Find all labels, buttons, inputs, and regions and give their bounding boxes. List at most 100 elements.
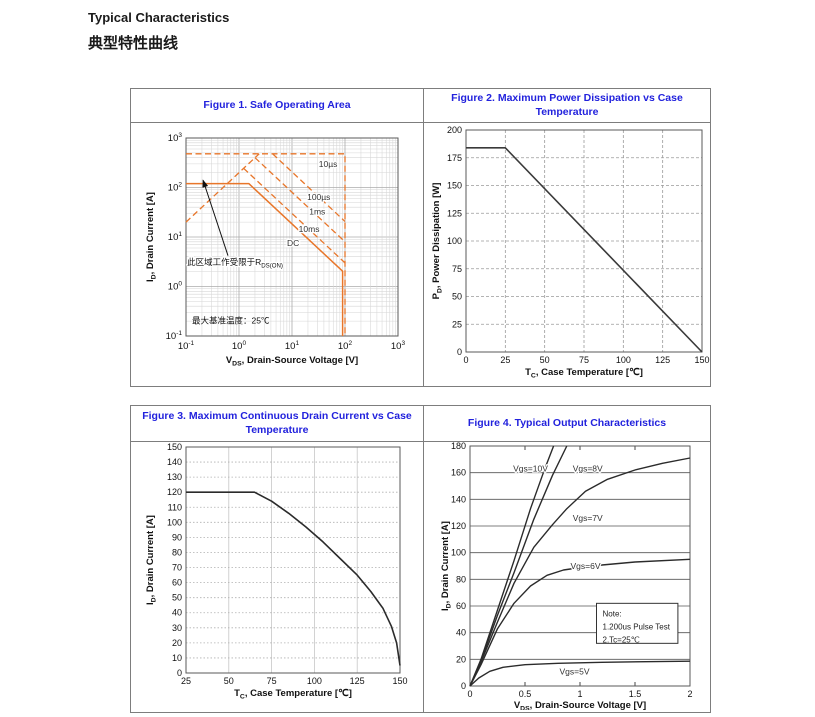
page-heading-chinese: 典型特性曲线 xyxy=(88,35,179,52)
series-drain-current-vs-tc xyxy=(186,491,401,666)
svg-text:101: 101 xyxy=(168,231,183,243)
svg-text:110: 110 xyxy=(168,502,182,512)
max-ref-temp-note: 最大基准温度：25℃ xyxy=(192,315,270,325)
svg-text:125: 125 xyxy=(655,355,670,365)
svg-text:VDS, Drain-Source Voltage [V]: VDS, Drain-Source Voltage [V] xyxy=(514,700,646,710)
figure-3-plot: 25 50 75 100 125 150 0 10 20 30 40 50 60 70 80 90 100 110… xyxy=(145,442,408,700)
svg-text:0: 0 xyxy=(467,689,472,699)
svg-text:ID, Drain Current [A]: ID, Drain Current [A] xyxy=(440,521,452,611)
series-power-dissipation-vs-tc xyxy=(466,147,703,353)
svg-text:TC, Case Temperature [℃]: TC, Case Temperature [℃] xyxy=(234,688,352,700)
svg-text:103: 103 xyxy=(168,132,183,144)
curve-label: 10µs xyxy=(319,159,338,169)
svg-text:0: 0 xyxy=(177,668,182,678)
svg-text:180: 180 xyxy=(451,442,466,451)
figure-1-title: Figure 1. Safe Operating Area xyxy=(203,98,351,111)
figure-2-title: Figure 2. Maximum Power Dissipation vs C… xyxy=(451,91,683,118)
svg-text:125: 125 xyxy=(350,676,365,686)
svg-text:140: 140 xyxy=(167,457,182,467)
series-pulsed-current-limit-10us xyxy=(186,153,346,336)
figure-3-title: Figure 3. Maximum Continuous Drain Curre… xyxy=(142,409,412,436)
svg-text:100: 100 xyxy=(167,517,182,527)
curve-label: Vgs=5V xyxy=(559,666,589,676)
svg-text:25: 25 xyxy=(181,676,191,686)
figure-3-chart: 25 50 75 100 125 150 0 10 20 30 40 50 60 70 80 90 100 110… xyxy=(131,442,422,710)
svg-text:50: 50 xyxy=(172,593,182,603)
figure-1-chart-cell: 10-1 100 101 102 103 10-1 100 101 102 103 VDS, Dra… xyxy=(131,123,423,386)
svg-text:75: 75 xyxy=(579,355,589,365)
figure-4-chart-cell: 0 0.5 1 1.5 2 0 20 40 60 80 100 120 140 160 180 VDS, Dr… xyxy=(423,442,710,712)
test-conditions-note-box xyxy=(596,602,679,644)
svg-text:100: 100 xyxy=(451,548,466,558)
svg-text:ID, Drain Current [A]: ID, Drain Current [A] xyxy=(145,192,157,282)
svg-text:80: 80 xyxy=(456,574,466,584)
figure-4-title-cell: Figure 4. Typical Output Characteristics xyxy=(423,406,710,442)
svg-text:25: 25 xyxy=(500,355,510,365)
figure-1-plot: 10-1 100 101 102 103 10-1 100 101 102 103 VDS, Dra… xyxy=(145,132,406,367)
series-vgs-7v xyxy=(469,457,691,687)
svg-text:TC, Case Temperature [℃]: TC, Case Temperature [℃] xyxy=(525,367,643,379)
svg-text:100: 100 xyxy=(307,676,322,686)
series-vgs-10v xyxy=(469,445,555,687)
svg-text:50: 50 xyxy=(540,355,550,365)
svg-text:175: 175 xyxy=(447,153,462,163)
page-heading-english: Typical Characteristics xyxy=(88,10,230,25)
svg-text:100: 100 xyxy=(447,236,462,246)
svg-text:25: 25 xyxy=(452,319,462,329)
svg-text:125: 125 xyxy=(447,208,462,218)
svg-text:60: 60 xyxy=(172,578,182,588)
curve-label: Vgs=8V xyxy=(573,464,603,474)
svg-text:10-1: 10-1 xyxy=(178,340,195,352)
series-vgs-5v xyxy=(469,660,691,687)
svg-text:150: 150 xyxy=(392,676,407,686)
svg-text:120: 120 xyxy=(167,487,182,497)
figure-2-title-cell: Figure 2. Maximum Power Dissipation vs C… xyxy=(423,89,710,123)
svg-text:50: 50 xyxy=(224,676,234,686)
curve-label: 1ms xyxy=(309,206,325,216)
svg-text:150: 150 xyxy=(167,442,182,452)
svg-text:103: 103 xyxy=(391,340,406,352)
svg-text:150: 150 xyxy=(694,355,709,365)
svg-text:160: 160 xyxy=(451,468,466,478)
svg-text:80: 80 xyxy=(172,547,182,557)
svg-text:0.5: 0.5 xyxy=(519,689,532,699)
svg-text:0: 0 xyxy=(461,681,466,691)
svg-text:150: 150 xyxy=(447,181,462,191)
curve-label: Vgs=7V xyxy=(573,513,603,523)
svg-text:1.200us Pulse Test: 1.200us Pulse Test xyxy=(603,622,671,631)
figure-2-plot: 0 25 50 75 100 125 150 0 25 50 75 100 125 150 175 200 TC… xyxy=(431,125,710,379)
figure-3-chart-cell: 25 50 75 100 125 150 0 10 20 30 40 50 60 70 80 90 100 110… xyxy=(131,442,423,712)
svg-text:70: 70 xyxy=(172,563,182,573)
svg-text:50: 50 xyxy=(452,292,462,302)
figure-1-chart: 10-1 100 101 102 103 10-1 100 101 102 103 VDS, Dra… xyxy=(131,123,422,385)
figures-table-bottom: Figure 3. Maximum Continuous Drain Curre… xyxy=(130,405,711,713)
svg-text:40: 40 xyxy=(172,608,182,618)
svg-text:40: 40 xyxy=(456,628,466,638)
svg-text:ID, Drain Current [A]: ID, Drain Current [A] xyxy=(145,515,157,605)
svg-text:0: 0 xyxy=(463,355,468,365)
svg-text:120: 120 xyxy=(451,521,466,531)
figure-2-chart-cell: 0 25 50 75 100 125 150 0 25 50 75 100 125 150 175 200 TC… xyxy=(423,123,710,386)
series-10ms xyxy=(243,167,346,264)
svg-text:100: 100 xyxy=(168,281,183,293)
series-vgs-8v xyxy=(469,445,568,687)
svg-text:VDS, Drain-Source Voltage [V]: VDS, Drain-Source Voltage [V] xyxy=(226,355,358,367)
figure-2-chart: 0 25 50 75 100 125 150 0 25 50 75 100 125 150 175 200 TC… xyxy=(424,123,710,385)
figure-4-title: Figure 4. Typical Output Characteristics xyxy=(467,416,667,429)
series-vgs-6v xyxy=(469,558,691,687)
curve-label: 100µs xyxy=(307,192,330,202)
svg-text:1.5: 1.5 xyxy=(629,689,642,699)
svg-text:100: 100 xyxy=(616,355,631,365)
curve-label: 10ms xyxy=(299,224,320,234)
svg-text:60: 60 xyxy=(456,601,466,611)
series-100us xyxy=(272,153,346,222)
svg-text:102: 102 xyxy=(338,340,353,352)
curve-label: DC xyxy=(287,238,299,248)
svg-text:Note:: Note: xyxy=(603,609,622,618)
figure-4-chart: 0 0.5 1 1.5 2 0 20 40 60 80 100 120 140 160 180 VDS, Dr… xyxy=(424,442,710,710)
svg-text:10: 10 xyxy=(172,653,182,663)
series-1ms xyxy=(254,157,346,243)
svg-text:20: 20 xyxy=(456,654,466,664)
svg-text:75: 75 xyxy=(452,264,462,274)
